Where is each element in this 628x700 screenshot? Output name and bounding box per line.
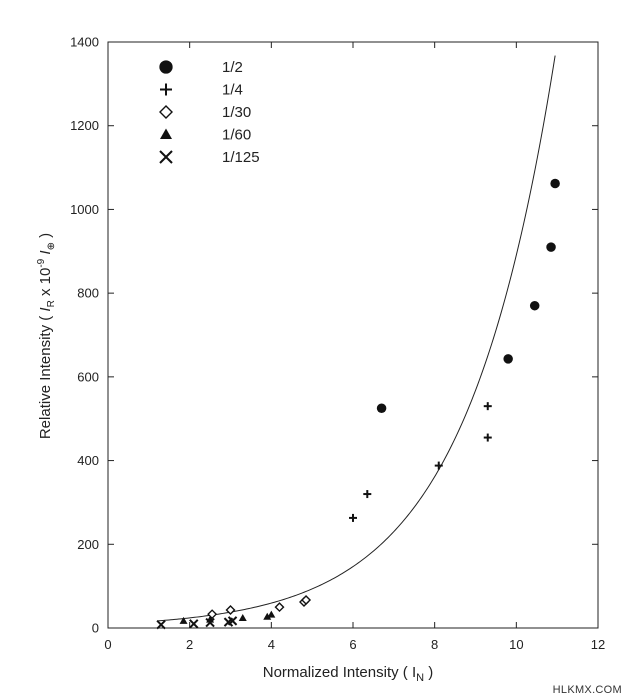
point-plus	[483, 402, 492, 411]
point-diamond	[274, 602, 285, 613]
legend-marker-circle	[159, 60, 173, 74]
y-tick-label: 800	[77, 286, 99, 301]
point-triangle	[238, 613, 247, 621]
legend-marker-plus	[160, 83, 172, 96]
point-x	[156, 619, 166, 630]
x-tick-label: 10	[509, 637, 523, 652]
data-points	[156, 178, 560, 630]
point-triangle	[179, 616, 188, 624]
y-axis-ticks: 0 200 400 600 800 1000 1200 1400	[70, 35, 598, 636]
point-circle	[529, 300, 540, 311]
x-tick-label: 6	[349, 637, 356, 652]
y-tick-label: 1400	[70, 35, 99, 50]
point-triangle	[267, 610, 276, 618]
point-plus	[434, 461, 443, 470]
point-x	[227, 616, 238, 626]
legend: 1/2 1/4 1/30 1/60 1/125	[159, 59, 260, 166]
x-tick-label: 12	[591, 637, 605, 652]
y-axis-title: Relative Intensity ( IR x 10-9 I⊕ )	[36, 233, 57, 439]
y-tick-label: 400	[77, 453, 99, 468]
point-circle	[503, 354, 513, 364]
legend-label: 1/4	[222, 82, 243, 99]
watermark: HLKMX.COM	[552, 684, 622, 696]
fit-curve	[156, 55, 556, 622]
y-tick-label: 0	[92, 621, 99, 636]
point-circle	[550, 178, 560, 189]
point-triangle	[263, 612, 272, 620]
legend-marker-x	[159, 150, 173, 164]
legend-marker-triangle	[160, 128, 172, 139]
point-x	[189, 619, 199, 629]
y-tick-label: 600	[77, 369, 99, 384]
plot-frame	[107, 41, 599, 629]
legend-label: 1/30	[222, 104, 251, 121]
y-tick-label: 1000	[70, 202, 99, 217]
x-axis-ticks: 0 2 4 6 8 10 12	[104, 42, 605, 652]
legend-label: 1/2	[222, 59, 243, 76]
point-x	[205, 617, 215, 628]
point-plus	[363, 490, 372, 499]
x-axis-title: Normalized Intensity ( IN )	[263, 664, 434, 684]
x-tick-label: 8	[431, 637, 438, 652]
y-tick-label: 200	[77, 537, 99, 552]
point-plus	[483, 433, 492, 442]
point-diamond	[225, 605, 236, 615]
point-circle	[376, 403, 387, 413]
x-tick-label: 0	[104, 637, 111, 652]
legend-marker-diamond	[159, 105, 173, 119]
point-plus	[349, 513, 357, 522]
x-tick-label: 4	[268, 637, 275, 652]
legend-label: 1/125	[222, 149, 260, 166]
x-tick-label: 2	[186, 637, 193, 652]
legend-label: 1/60	[222, 127, 251, 144]
y-tick-label: 1200	[70, 118, 99, 133]
point-diamond	[301, 594, 312, 605]
point-circle	[546, 242, 556, 252]
